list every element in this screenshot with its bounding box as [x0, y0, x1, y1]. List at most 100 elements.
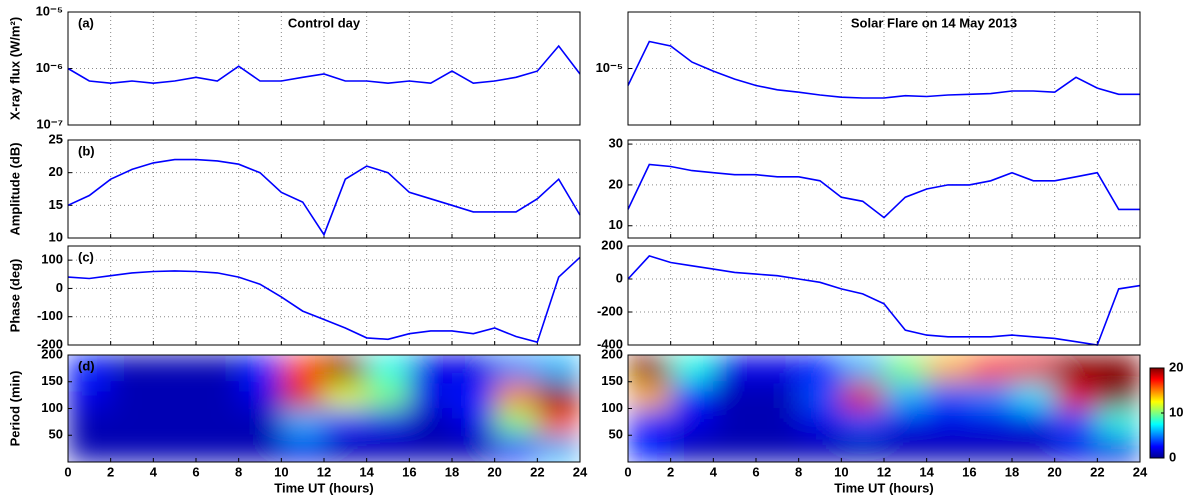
heat-cell	[884, 435, 928, 462]
panel: 0 2 4 6 8 10 12 14 16 18 20 22 2450100150200(d)Perio…	[7, 346, 588, 495]
x-tick-label: 4	[150, 464, 158, 479]
heat-cell	[1097, 355, 1140, 383]
heat-cell	[969, 381, 1013, 409]
heat-cell	[713, 408, 757, 436]
heat-cell	[798, 435, 842, 462]
heat-cell	[494, 408, 538, 436]
y-tick-label: 20	[49, 164, 63, 179]
y-tick-label: 20	[609, 176, 623, 191]
heat-cell	[1012, 408, 1056, 436]
y-axis-label: Phase (deg)	[7, 259, 22, 333]
y-tick-label: 100	[41, 400, 63, 415]
heat-cell	[1097, 435, 1140, 462]
x-tick-label: 0	[64, 464, 71, 479]
heat-cell	[926, 435, 970, 462]
x-tick-label: 20	[1047, 464, 1061, 479]
heat-cell	[281, 408, 325, 436]
data-line	[627, 163, 1140, 219]
heat-cell	[1012, 435, 1056, 462]
x-tick-label: 2	[667, 464, 674, 479]
x-tick-label: 22	[530, 464, 544, 479]
heat-cell	[1097, 381, 1140, 409]
heat-cell	[670, 408, 714, 436]
x-tick-label: 18	[1005, 464, 1019, 479]
x-tick-label: 16	[402, 464, 416, 479]
x-tick-label: 0	[624, 464, 631, 479]
y-tick-label: 0	[616, 270, 623, 285]
colorbar-label: 20	[1169, 359, 1183, 374]
heat-cell	[68, 408, 112, 436]
panel: 10 15 20 25 (b) Amplitude (dB)	[7, 131, 581, 244]
heat-cell	[1012, 381, 1056, 409]
panel: -400 -200 0 200	[597, 237, 1141, 351]
heat-cell	[494, 381, 538, 409]
x-axis-label: Time UT (hours)	[274, 480, 373, 495]
plot-frame	[67, 11, 581, 126]
data-line	[67, 158, 581, 237]
heat-cell	[884, 408, 928, 436]
heat-cell	[196, 355, 240, 383]
x-tick-label: 2	[107, 464, 114, 479]
x-tick-label: 14	[359, 464, 374, 479]
heat-cell	[841, 408, 885, 436]
heatmap-cells	[628, 355, 1140, 462]
heat-cell	[713, 435, 757, 462]
plot-frame	[627, 139, 1141, 239]
heat-cell	[110, 355, 154, 383]
x-axis-label: Time UT (hours)	[834, 480, 933, 495]
panel: 10 20 30	[609, 136, 1141, 239]
heat-cell	[409, 355, 453, 383]
heat-cell	[238, 435, 282, 462]
heat-cell	[153, 408, 197, 436]
x-tick-label: 24	[1133, 464, 1148, 479]
y-tick-label: 10	[609, 217, 623, 232]
panel-label: (b)	[78, 143, 95, 158]
y-tick-label: 10⁻⁵	[596, 60, 623, 75]
x-tick-label: 18	[445, 464, 459, 479]
x-tick-label: 6	[752, 464, 759, 479]
heat-cell	[628, 381, 672, 409]
heatmap	[628, 355, 1140, 462]
y-tick-label: 150	[41, 373, 63, 388]
x-tick-label: 20	[487, 464, 501, 479]
heat-cell	[628, 355, 672, 383]
x-tick-label: 6	[192, 464, 199, 479]
y-tick-label: -100	[37, 308, 63, 323]
data-line	[67, 256, 581, 344]
y-tick-label: 10	[49, 229, 63, 244]
heat-cell	[196, 435, 240, 462]
heat-cell	[670, 355, 714, 383]
plot-frame	[627, 245, 1141, 346]
y-axis-label: X-ray flux (W/m²)	[7, 17, 22, 120]
x-tick-label: 10	[834, 464, 848, 479]
heat-cell	[153, 435, 197, 462]
heat-cell	[798, 408, 842, 436]
heat-cell	[969, 355, 1013, 383]
heat-cell	[409, 408, 453, 436]
heat-cell	[68, 355, 112, 383]
heat-cell	[238, 381, 282, 409]
y-tick-label: -400	[597, 336, 623, 351]
heat-cell	[628, 408, 672, 436]
heat-cell	[110, 381, 154, 409]
plot-frame	[627, 11, 1141, 126]
x-tick-label: 24	[573, 464, 588, 479]
heat-cell	[238, 408, 282, 436]
heat-cell	[537, 381, 580, 409]
heat-cell	[841, 355, 885, 383]
y-tick-label: 100	[601, 400, 623, 415]
heat-cell	[1097, 408, 1140, 436]
heat-cell	[452, 355, 496, 383]
x-tick-label: 10	[274, 464, 288, 479]
heat-cell	[281, 355, 325, 383]
plot-frame	[67, 354, 581, 463]
panel: -200 -100 0 100 (c) Phase (deg)	[7, 245, 581, 351]
heat-cell	[324, 381, 368, 409]
heat-cell	[841, 381, 885, 409]
heat-cell	[452, 381, 496, 409]
panel-label: (c)	[78, 249, 94, 264]
heat-cell	[537, 435, 580, 462]
heat-cell	[153, 355, 197, 383]
